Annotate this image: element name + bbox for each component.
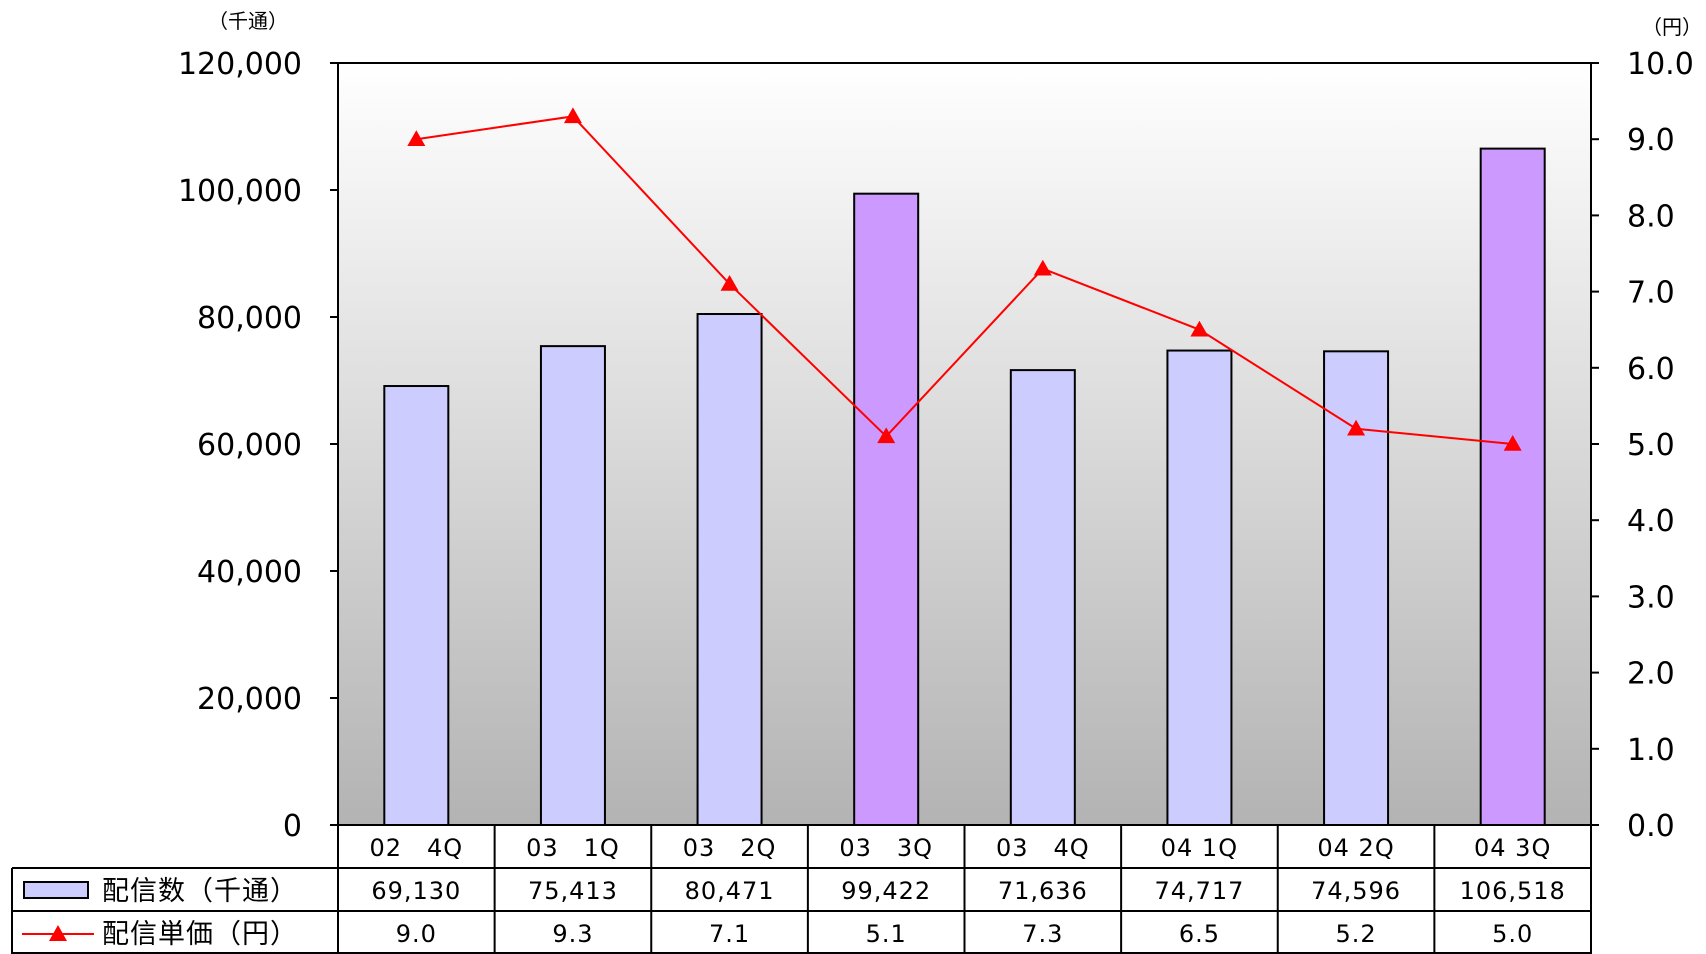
- category-label-2: 03 2Q: [683, 834, 777, 862]
- price-cell-3: 5.1: [866, 920, 907, 948]
- price-cell-6: 5.2: [1335, 920, 1376, 948]
- category-label-3: 03 3Q: [839, 834, 933, 862]
- price-marker-7: [1503, 435, 1522, 451]
- right-tick-label-4: 4.0: [1627, 504, 1675, 539]
- line-series: [407, 107, 1522, 451]
- price-cell-1: 9.3: [552, 920, 593, 948]
- count-cell-4: 71,636: [998, 877, 1088, 905]
- count-cell-1: 75,413: [528, 877, 618, 905]
- left-tick-label-2: 40,000: [197, 555, 302, 590]
- count-cell-3: 99,422: [841, 877, 931, 905]
- count-cell-7: 106,518: [1460, 877, 1566, 905]
- price-cell-4: 7.3: [1022, 920, 1063, 948]
- bar-2: [696, 313, 763, 826]
- right-tick-label-0: 0.0: [1627, 809, 1675, 844]
- legend-bar-swatch: [23, 881, 89, 899]
- category-label-7: 04 3Q: [1474, 834, 1551, 862]
- bar-7: [1479, 147, 1546, 826]
- price-marker-0: [407, 130, 426, 146]
- price-marker-4: [1033, 259, 1052, 276]
- price-marker-3: [877, 427, 896, 444]
- right-tick-label-1: 1.0: [1627, 733, 1675, 768]
- data-table: 02 4Q 03 1Q 03 2Q 03 3Q 03 4Q 04 1Q 04 2Q 04 3Q…: [11, 825, 1592, 954]
- left-tick-label-4: 80,000: [197, 301, 302, 336]
- left-axis: 0 20,000 40,000 60,000 80,000 100,000 120,000: [178, 47, 338, 844]
- count-cell-0: 69,130: [371, 877, 461, 905]
- right-axis-unit: （円）: [1642, 15, 1702, 39]
- bar-0: [383, 385, 450, 826]
- bar-3: [853, 192, 920, 827]
- legend-bar-label: 配信数（千通）: [102, 876, 298, 907]
- price-cell-5: 6.5: [1179, 920, 1220, 948]
- left-tick-label-1: 20,000: [197, 682, 302, 717]
- count-cell-6: 74,596: [1311, 877, 1401, 905]
- count-cell-2: 80,471: [685, 877, 775, 905]
- price-marker-5: [1190, 320, 1209, 337]
- count-cell-5: 74,717: [1154, 877, 1244, 905]
- left-axis-unit: （千通）: [208, 9, 288, 33]
- bar-1: [539, 345, 606, 826]
- price-line: [416, 115, 1513, 445]
- category-label-0: 02 4Q: [369, 834, 463, 862]
- category-label-5: 04 1Q: [1161, 834, 1238, 862]
- category-label-6: 04 2Q: [1317, 834, 1394, 862]
- left-tick-label-5: 100,000: [178, 174, 302, 209]
- right-tick-label-7: 7.0: [1627, 276, 1675, 311]
- price-cell-7: 5.0: [1492, 920, 1533, 948]
- right-tick-label-10: 10.0: [1627, 47, 1694, 82]
- price-marker-1: [563, 107, 582, 124]
- price-cell-2: 7.1: [709, 920, 750, 948]
- right-tick-label-8: 8.0: [1627, 199, 1675, 234]
- right-tick-label-3: 3.0: [1627, 580, 1675, 615]
- price-marker-2: [720, 274, 739, 291]
- category-label-4: 03 4Q: [996, 834, 1090, 862]
- legend-line-marker: [49, 925, 67, 941]
- right-tick-label-2: 2.0: [1627, 657, 1675, 692]
- bar-4: [1009, 369, 1076, 826]
- legend-line-label: 配信単価（円）: [102, 919, 298, 950]
- price-cell-0: 9.0: [396, 920, 437, 948]
- left-tick-label-3: 60,000: [197, 428, 302, 463]
- bar-series: [383, 147, 1546, 827]
- right-tick-label-6: 6.0: [1627, 352, 1675, 387]
- right-axis: 0.0 1.0 2.0 3.0 4.0 5.0 6.0 7.0 8.0 9.0 10.0: [1591, 47, 1694, 844]
- category-label-1: 03 1Q: [526, 834, 620, 862]
- right-tick-label-5: 5.0: [1627, 428, 1675, 463]
- bar-5: [1166, 349, 1233, 826]
- right-tick-label-9: 9.0: [1627, 123, 1675, 158]
- plot-area: [337, 62, 1592, 826]
- left-tick-label-0: 0: [283, 809, 302, 844]
- price-marker-6: [1347, 419, 1366, 436]
- left-tick-label-6: 120,000: [178, 47, 302, 82]
